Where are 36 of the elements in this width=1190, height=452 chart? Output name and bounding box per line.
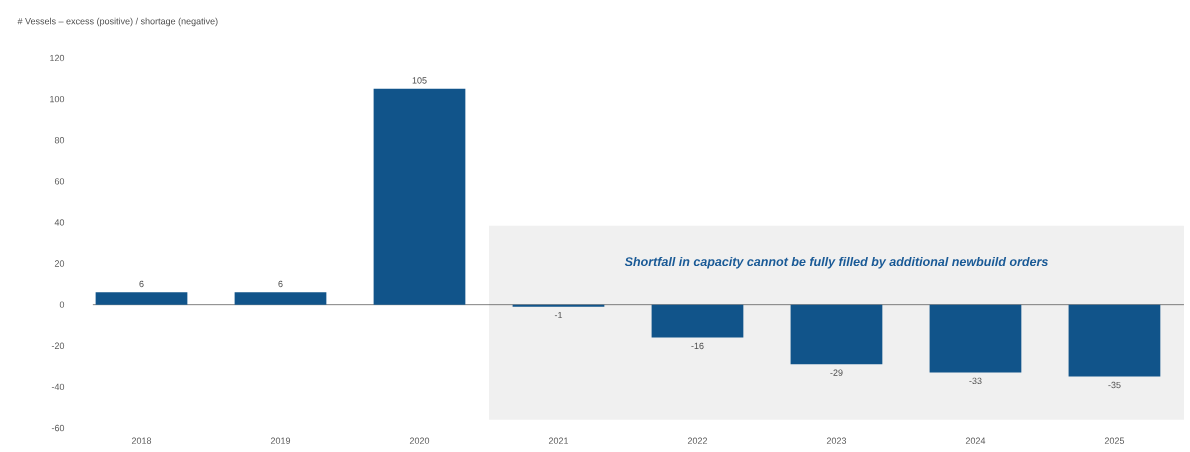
x-tick-label: 2020 [409, 437, 430, 444]
bar [512, 304, 605, 307]
bar [790, 304, 883, 365]
x-tick-label: 2023 [826, 437, 847, 444]
data-label: -16 [691, 342, 704, 350]
bar [373, 88, 466, 305]
x-tick-label: 2021 [548, 437, 569, 444]
y-tick-label: 120 [50, 54, 65, 62]
x-tick-label: 2024 [965, 437, 986, 444]
y-tick-label: -20 [51, 342, 65, 349]
data-label: -35 [1108, 381, 1121, 389]
y-tick-label: 80 [54, 137, 65, 144]
data-label: 6 [139, 280, 144, 288]
y-axis-title: # Vessels – excess (positive) / shortage (negative) [17, 17, 218, 27]
x-tick-label: 2019 [270, 437, 291, 444]
data-label: 105 [412, 77, 427, 84]
x-tick-label: 2018 [131, 437, 152, 444]
band-label: Shortfall in capacity cannot be fully filled by additional newbuild orders [624, 256, 1048, 269]
data-label: -1 [554, 311, 563, 319]
bar [1068, 304, 1161, 377]
x-tick-label: 2022 [687, 437, 708, 444]
y-tick-label: 60 [54, 178, 65, 185]
data-label: 6 [278, 280, 283, 288]
data-label: -29 [830, 369, 843, 376]
data-label: -33 [969, 377, 982, 385]
bar [95, 292, 188, 305]
bar [234, 292, 327, 305]
y-tick-label: -60 [51, 424, 65, 432]
bar [651, 304, 744, 338]
y-tick-label: 100 [50, 95, 65, 103]
y-tick-label: 0 [59, 301, 65, 308]
x-tick-label: 2025 [1104, 437, 1125, 444]
bar [929, 304, 1022, 373]
y-tick-label: 40 [54, 219, 65, 226]
y-tick-label: 20 [54, 260, 65, 267]
y-tick-label: -40 [51, 383, 65, 391]
